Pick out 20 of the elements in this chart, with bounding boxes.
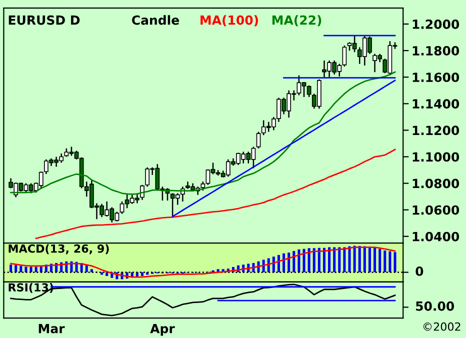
y-tick-label: 1.1200 (412, 126, 460, 136)
y-tick-label: 1.1600 (412, 72, 460, 82)
y-tick-label: 1.1000 (412, 152, 460, 162)
text: MA(100) (200, 15, 258, 26)
x-tick-label: Mar (38, 324, 65, 334)
chart-title: EURUSD D (8, 15, 80, 25)
chart-title: RSI(13) (8, 282, 54, 293)
text: MA(22) (272, 15, 322, 26)
text: 50.00 (416, 301, 454, 311)
y-tick-label: 1.0800 (412, 178, 460, 188)
text: ©2002 (423, 322, 460, 331)
y-tick-label: 1.0600 (412, 205, 460, 215)
y-tick-label: 1.2000 (412, 20, 460, 29)
chart-subtitle: Candle (132, 15, 179, 25)
x-tick-label: Apr (150, 324, 175, 336)
y-tick-label: 1.0400 (412, 232, 460, 242)
y-tick-label: 1.1400 (412, 99, 460, 109)
y-tick-label: 1.1800 (412, 46, 460, 56)
chart-title: MACD(13, 26, 9) (8, 244, 109, 254)
ref-line-label: 0 (416, 266, 424, 276)
